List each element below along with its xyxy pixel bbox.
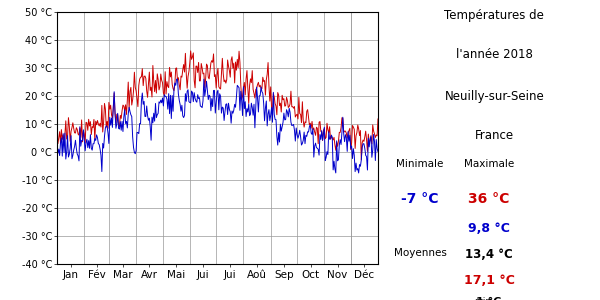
Text: France: France <box>475 129 514 142</box>
Text: Températures de: Températures de <box>445 9 544 22</box>
Text: -7 °C: -7 °C <box>401 192 439 206</box>
Text: Minimale: Minimale <box>397 159 443 169</box>
Text: min.: min. <box>474 297 494 300</box>
Text: Maximale: Maximale <box>464 159 514 169</box>
Text: 1 °C: 1 °C <box>476 297 502 300</box>
Text: 9,8 °C: 9,8 °C <box>468 222 510 235</box>
Text: l'année 2018: l'année 2018 <box>456 48 533 61</box>
Text: 13,4 °C: 13,4 °C <box>465 248 513 260</box>
Text: Neuilly-sur-Seine: Neuilly-sur-Seine <box>445 90 544 103</box>
Text: 36 °C: 36 °C <box>469 192 509 206</box>
Text: Moyennes: Moyennes <box>394 248 446 257</box>
Text: 17,1 °C: 17,1 °C <box>464 274 514 287</box>
